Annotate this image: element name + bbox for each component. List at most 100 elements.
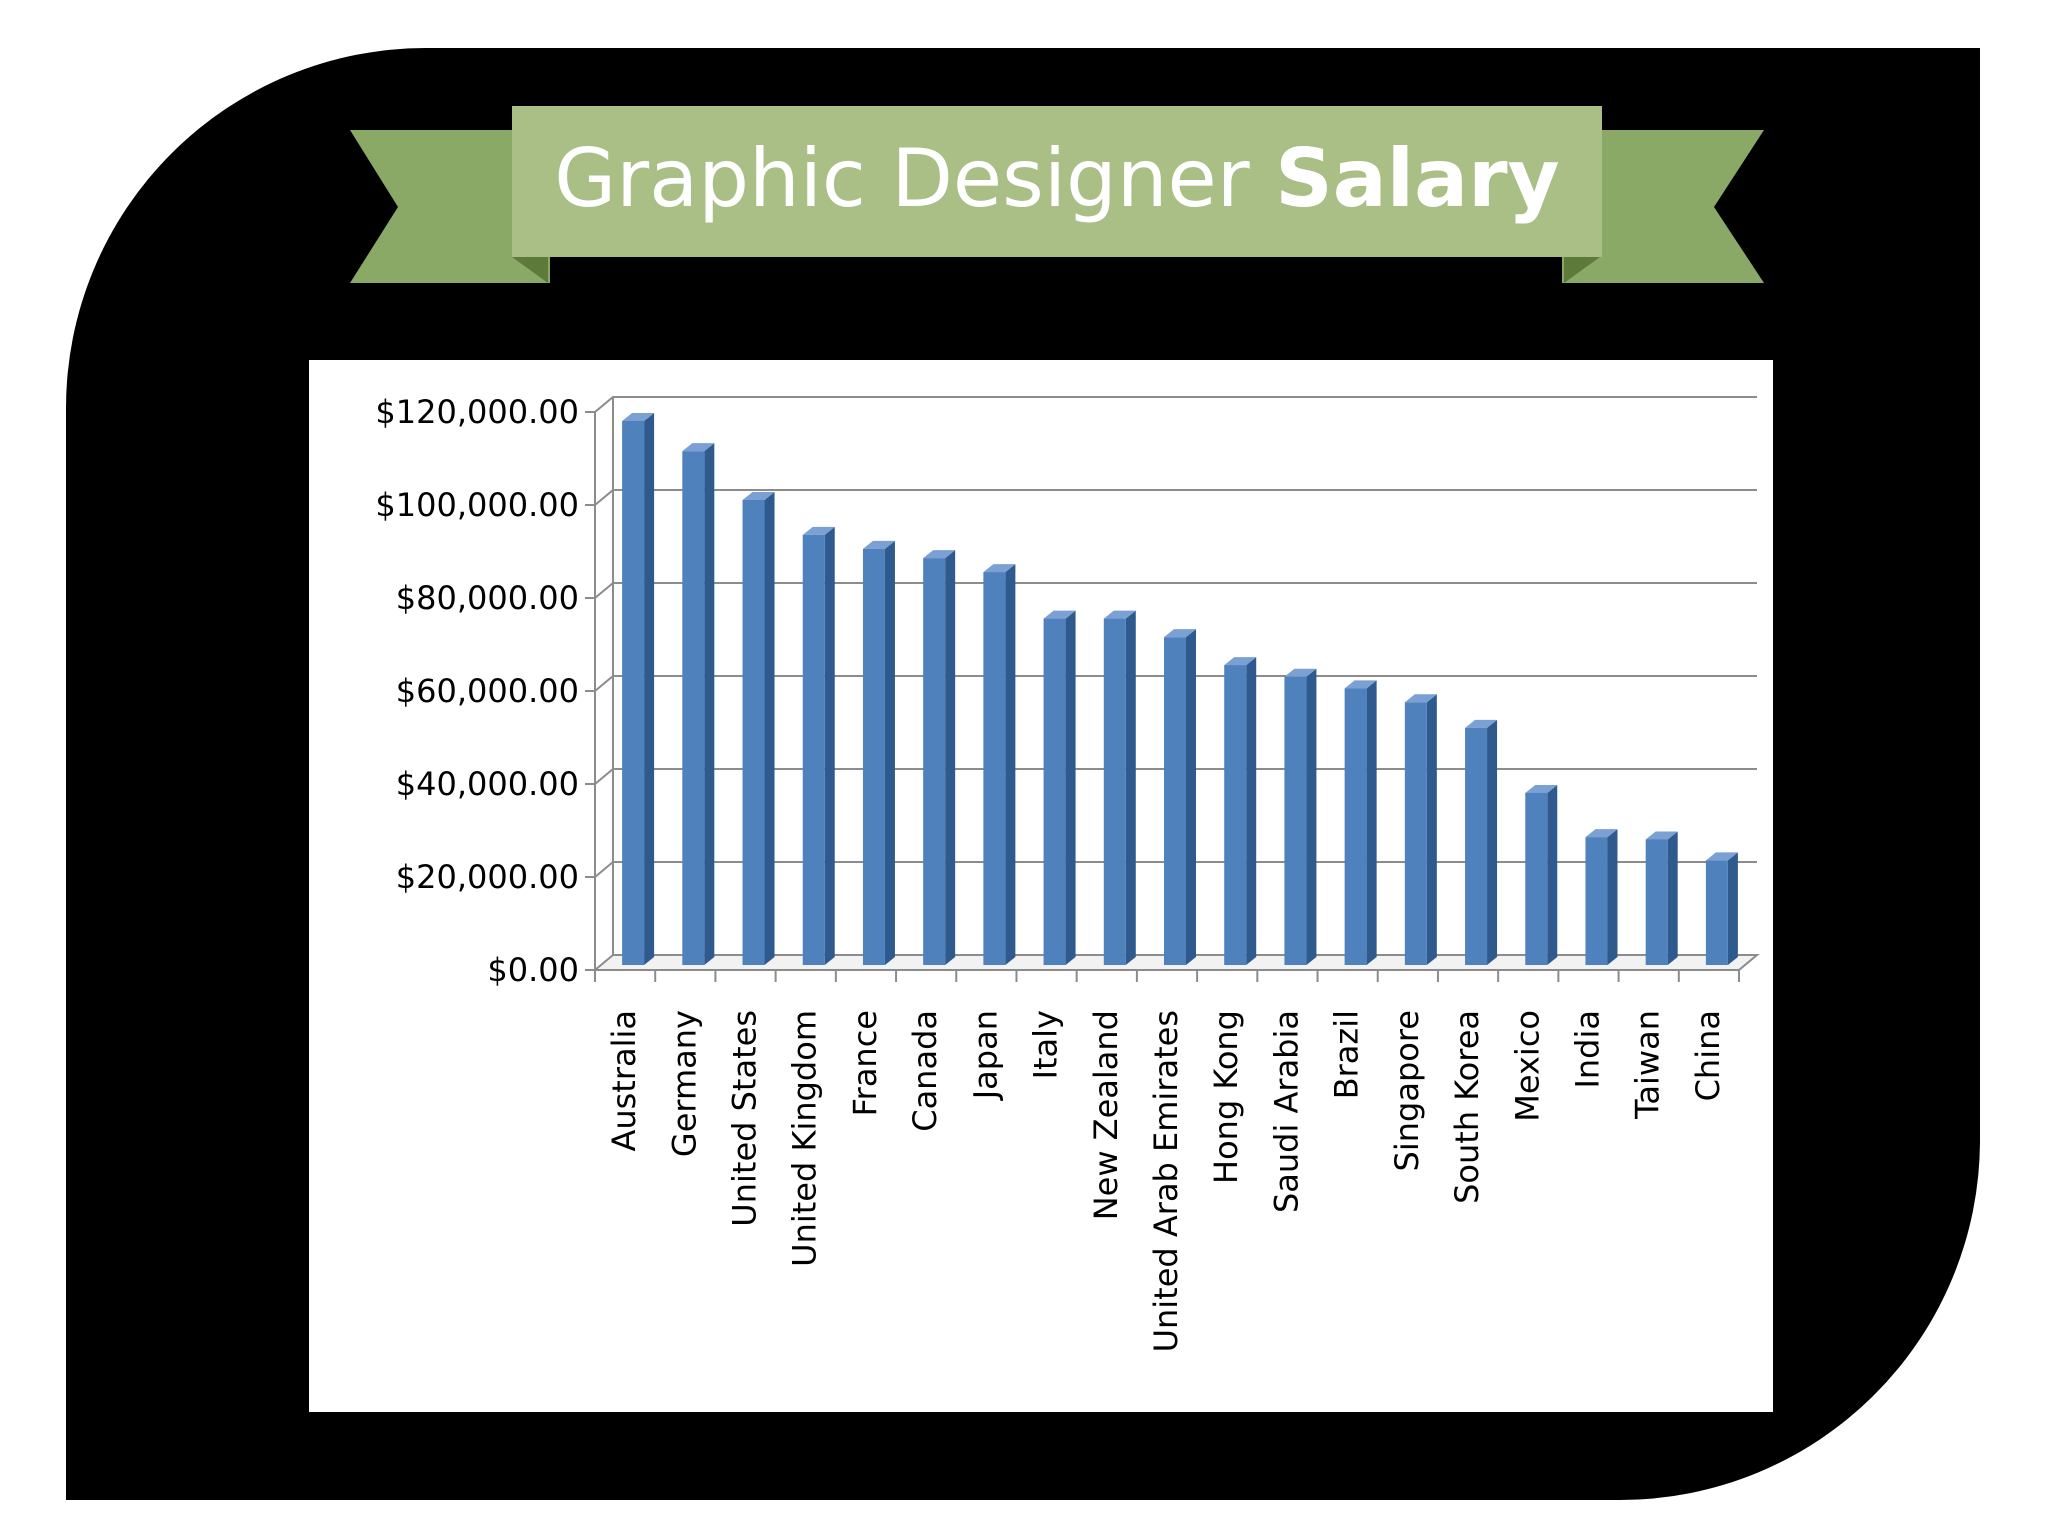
bar-side [1366,680,1377,965]
x-tick-label: New Zealand [1087,1010,1125,1220]
bar-side [824,526,835,965]
bar-top [1705,852,1738,861]
bar [1465,727,1488,965]
x-tick-label: China [1689,1010,1727,1101]
x-tick-label: Mexico [1508,1010,1546,1122]
gridline [594,396,1757,413]
bar-side [1487,719,1498,965]
bar [923,558,946,965]
bar-side [1186,629,1196,965]
bar-chart: $0.00 $20,000.00 $40,000.00 $60,000.00 $80,0… [375,393,1760,1352]
bar-top [1525,784,1558,793]
bar-top [923,550,956,559]
bar-top [1585,829,1618,838]
bar [1164,637,1186,965]
bar-side [1005,564,1016,965]
x-tick-label: Hong Kong [1207,1010,1245,1184]
x-tick-label: Taiwan [1629,1010,1667,1120]
y-tick-label: $40,000.00 [396,765,579,803]
bar-top [1164,629,1196,638]
x-tick-label: Singapore [1388,1010,1426,1171]
bar [1103,618,1126,965]
bar [682,451,705,965]
x-tick-label: Brazil [1328,1010,1366,1099]
bar-top [682,443,715,452]
bar-top [1103,610,1136,619]
bar [983,572,1006,965]
page-title: Graphic Designer Salary [554,132,1559,225]
x-tick-label: Germany [665,1010,703,1157]
bar-top [1465,719,1498,728]
gridline [594,489,1757,506]
bar [1284,676,1307,965]
y-tick-label: $80,000.00 [396,579,579,617]
bar-side [1727,852,1738,965]
bar-side [1667,831,1678,965]
bar-side [644,412,655,965]
x-tick-label: United Kingdom [786,1010,824,1267]
bar-side [764,492,775,965]
bar [1645,839,1668,965]
x-tick-label: South Korea [1448,1010,1486,1204]
chart-panel: $0.00 $20,000.00 $40,000.00 $60,000.00 $80,0… [309,360,1773,1412]
bar-top [862,540,895,549]
bar-top [1344,680,1377,689]
bar-top [1224,657,1257,666]
ribbon-left-tail [350,130,550,283]
title-banner: Graphic Designer Salary [350,106,1764,283]
bar-top [802,526,835,535]
ribbon-main [512,106,1602,257]
bar [802,534,825,965]
bar-side [704,443,715,965]
bar [1344,688,1367,965]
bar [742,500,765,965]
ribbon-right-tail [1562,130,1764,283]
bar [1585,837,1608,965]
bar-side [1547,784,1558,965]
x-tick-label: Saudi Arabia [1267,1010,1305,1213]
bar-side [1426,694,1437,965]
bar-side [1065,610,1076,965]
gridline [594,582,1757,599]
bar-top [983,564,1016,573]
x-tick-label: India [1568,1010,1606,1089]
axis-layer: $0.00 $20,000.00 $40,000.00 $60,000.00 $80,0… [375,393,1740,1352]
gridline [594,675,1757,692]
y-tick-label: $20,000.00 [396,858,579,896]
bar-top [1284,668,1317,677]
title-bold: Salary [1275,132,1560,225]
bar-top [622,412,655,421]
title-light: Graphic Designer [554,132,1275,225]
bar-top [1043,610,1076,619]
ribbon-right-fold [1564,257,1600,283]
bar-side [945,550,956,965]
bar-top [1404,694,1437,703]
x-tick-label: Canada [906,1010,944,1132]
bar-side [1306,668,1317,965]
bar-side [1607,829,1618,965]
bar [622,420,645,965]
y-tick-label: $0.00 [487,951,579,989]
y-tick-label: $120,000.00 [375,393,579,431]
bar [1705,860,1728,965]
x-tick-label: United Arab Emirates [1147,1010,1185,1352]
x-tick-label: Italy [1027,1010,1065,1079]
y-tick-label: $60,000.00 [396,672,579,710]
x-tick-label: United States [726,1010,764,1227]
bar-top [1645,831,1678,840]
x-tick-label: Australia [605,1010,643,1152]
bar-side [1246,657,1257,965]
x-tick-label: Japan [966,1010,1004,1101]
bar [1224,665,1247,965]
bar-top [742,492,775,500]
bar-side [884,540,895,965]
ribbon-left-fold [512,257,548,283]
bar [1525,792,1548,965]
bar-side [1125,610,1136,965]
bar [1043,618,1066,965]
bar-layer [622,412,1738,965]
x-tick-label: France [846,1010,884,1116]
bar [862,548,885,965]
y-tick-label: $100,000.00 [375,486,579,524]
bar [1404,702,1427,965]
